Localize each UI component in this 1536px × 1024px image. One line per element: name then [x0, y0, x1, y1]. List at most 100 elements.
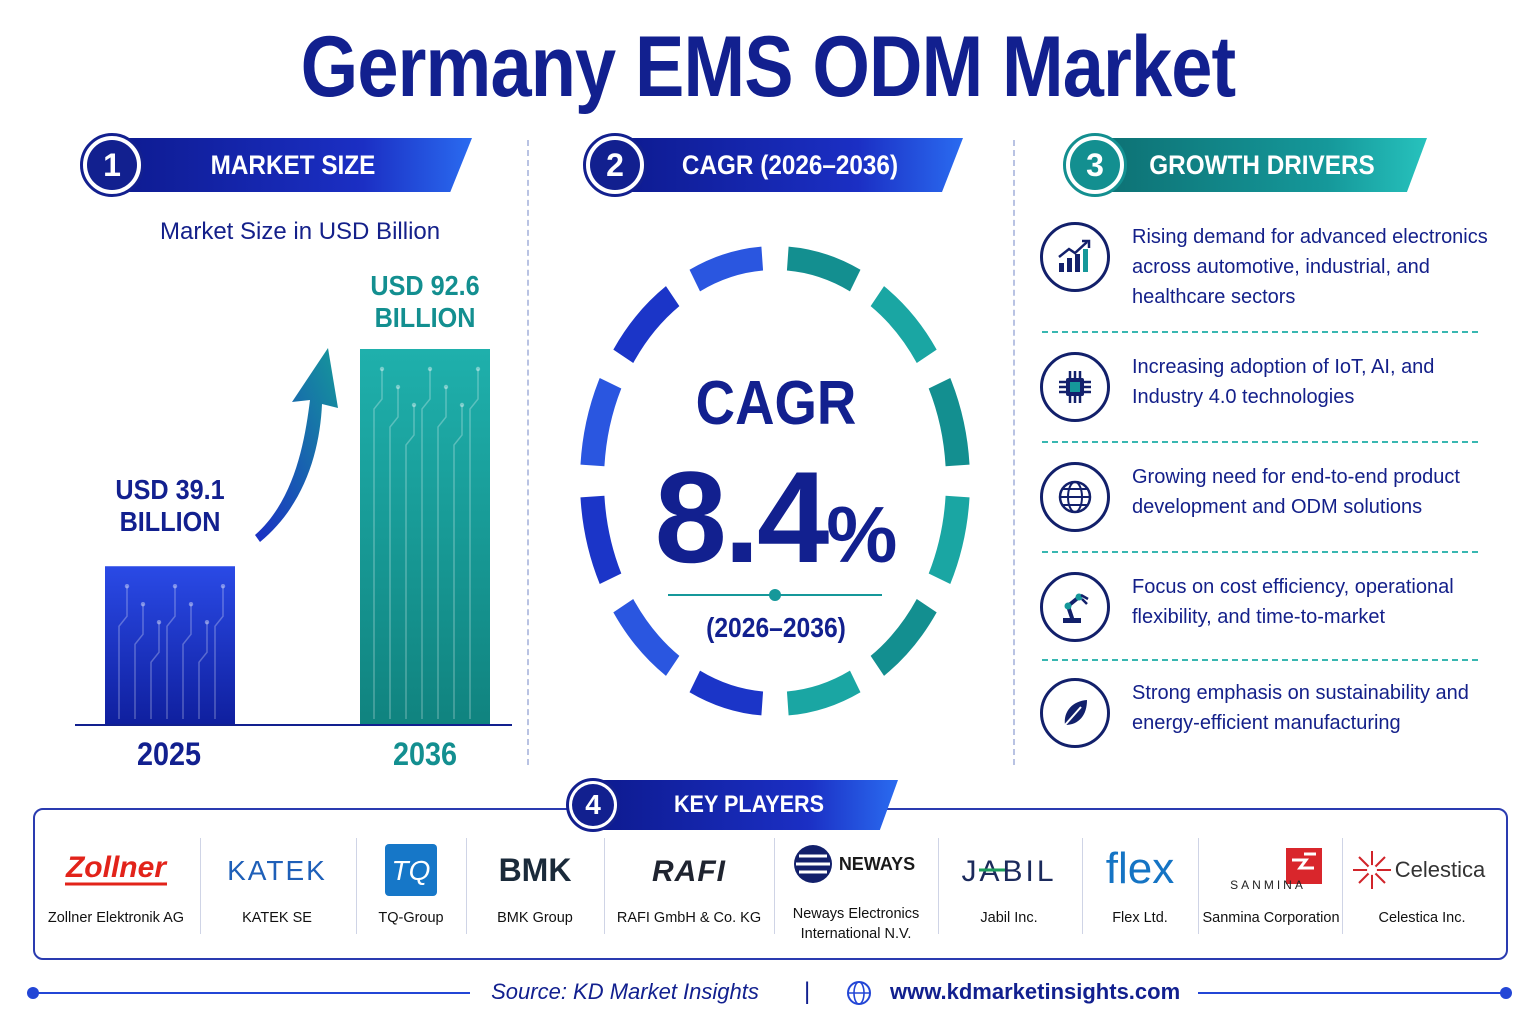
- circuit-node: [443, 384, 449, 390]
- ring-segment: [870, 286, 937, 364]
- tq-logo: TQ: [360, 842, 462, 898]
- svg-text:Zollner: Zollner: [65, 851, 168, 884]
- player-divider: [466, 838, 467, 934]
- x-tick-2036: 2036: [392, 736, 458, 772]
- zollner-logo: Zollner: [40, 842, 192, 898]
- flex-logo: flex: [1086, 842, 1194, 898]
- circuit-node: [379, 366, 385, 372]
- circuit-trace: [373, 369, 383, 719]
- source-text: Source: KD Market Insights: [491, 979, 759, 1004]
- circuit-trace: [118, 586, 128, 719]
- chart-subtitle: Market Size in USD Billion: [160, 218, 441, 245]
- circuit-trace: [182, 604, 192, 719]
- cagr-divider-dot: [769, 589, 781, 601]
- separator: [1042, 441, 1478, 443]
- footer-line: [33, 992, 470, 994]
- player-sanmina: SANMINA Sanmina Corporation: [1202, 832, 1340, 942]
- leaf-icon: [1040, 678, 1110, 748]
- svg-text:JABIL: JABIL: [961, 855, 1056, 888]
- player-neways: NEWAYS Neways Electronics International …: [778, 832, 934, 942]
- market-size-bar-chart: [75, 348, 512, 726]
- circuit-node: [172, 584, 178, 589]
- driver-item: Increasing adoption of IoT, AI, and Indu…: [1040, 352, 1490, 432]
- footer-dot: [1500, 987, 1512, 999]
- footer-separator: |: [804, 978, 811, 1005]
- circuit-trace: [166, 586, 176, 719]
- player-divider: [938, 838, 939, 934]
- jabil-logo: JABIL: [942, 842, 1076, 898]
- circuit-node: [411, 402, 417, 408]
- section-title: CAGR (2026–2036): [681, 149, 899, 180]
- ring-segment: [580, 377, 622, 467]
- data-label-2036: USD 92.6 BILLION: [370, 270, 480, 333]
- ring-segment: [580, 495, 622, 585]
- circuit-trace: [389, 387, 399, 719]
- section-title: GROWTH DRIVERS: [1149, 149, 1375, 180]
- player-flex: flex Flex Ltd.: [1086, 832, 1194, 942]
- player-divider: [200, 838, 201, 934]
- separator: [1042, 659, 1478, 661]
- driver-item: Strong emphasis on sustainability and en…: [1040, 678, 1490, 758]
- driver-item: Focus on cost efficiency, operational fl…: [1040, 572, 1490, 652]
- ring-segment: [613, 598, 680, 676]
- column-divider: [527, 140, 529, 765]
- circuit-node: [220, 584, 226, 589]
- separator: [1042, 551, 1478, 553]
- ring-segment: [689, 670, 764, 716]
- ring-segment: [613, 286, 680, 364]
- section-banner-market-size: 1 MARKET SIZE: [80, 133, 472, 197]
- circuit-trace: [214, 586, 224, 719]
- driver-text: Increasing adoption of IoT, AI, and Indu…: [1132, 356, 1435, 408]
- ring-segment: [870, 598, 937, 676]
- website-link[interactable]: www.kdmarketinsights.com: [890, 979, 1181, 1004]
- circuit-node: [140, 602, 146, 607]
- growth-chart-icon: [1040, 222, 1110, 292]
- driver-text: Rising demand for advanced electronics a…: [1132, 226, 1488, 308]
- player-jabil: JABIL Jabil Inc.: [942, 832, 1076, 942]
- driver-item: Rising demand for advanced electronics a…: [1040, 222, 1490, 308]
- circuit-node: [204, 620, 210, 625]
- player-celestica: Celestica Celestica Inc.: [1346, 832, 1498, 942]
- globe-icon: [846, 980, 872, 1011]
- section-title: MARKET SIZE: [210, 149, 376, 180]
- player-divider: [1082, 838, 1083, 934]
- driver-text: Growing need for end-to-end product deve…: [1132, 466, 1460, 518]
- cagr-label: CAGR: [695, 369, 857, 438]
- circuit-trace: [405, 405, 415, 719]
- player-divider: [1342, 838, 1343, 934]
- sanmina-logo: SANMINA: [1202, 836, 1340, 892]
- svg-text:SANMINA: SANMINA: [1230, 878, 1306, 892]
- section-number-badge: 3: [1063, 133, 1127, 197]
- circuit-trace: [469, 369, 479, 719]
- circuit-node: [459, 402, 465, 408]
- bar-2036: [360, 349, 490, 725]
- player-rafi: RAFI RAFI GmbH & Co. KG: [608, 832, 770, 942]
- cagr-ring-gauge: [580, 246, 970, 716]
- rafi-logo: RAFI: [608, 842, 770, 898]
- bmk-logo: BMK: [470, 842, 600, 898]
- ring-segment: [689, 246, 764, 292]
- section-banner-growth-drivers: 3 GROWTH DRIVERS: [1063, 133, 1427, 197]
- circuit-node: [124, 584, 130, 589]
- circuit-trace: [134, 604, 144, 719]
- x-tick-2025: 2025: [136, 736, 202, 772]
- robot-arm-icon: [1040, 572, 1110, 642]
- neways-logo: NEWAYS: [778, 836, 934, 892]
- section-title: KEY PLAYERS: [673, 791, 825, 818]
- section-number-badge: 2: [583, 133, 647, 197]
- circuit-node: [188, 602, 194, 607]
- circuit-trace: [453, 405, 463, 719]
- player-katek: KATEK KATEK SE: [204, 832, 350, 942]
- ring-segment: [786, 246, 861, 292]
- ring-segment: [786, 670, 861, 716]
- growth-arrow-icon: [255, 348, 338, 542]
- circuit-trace: [150, 622, 160, 719]
- globe-icon: [1040, 462, 1110, 532]
- circuit-trace: [421, 369, 431, 719]
- svg-text:RAFI: RAFI: [652, 855, 726, 888]
- katek-logo: KATEK: [204, 842, 350, 898]
- player-divider: [774, 838, 775, 934]
- player-divider: [356, 838, 357, 934]
- driver-text: Strong emphasis on sustainability and en…: [1132, 682, 1469, 734]
- circuit-node: [475, 366, 481, 372]
